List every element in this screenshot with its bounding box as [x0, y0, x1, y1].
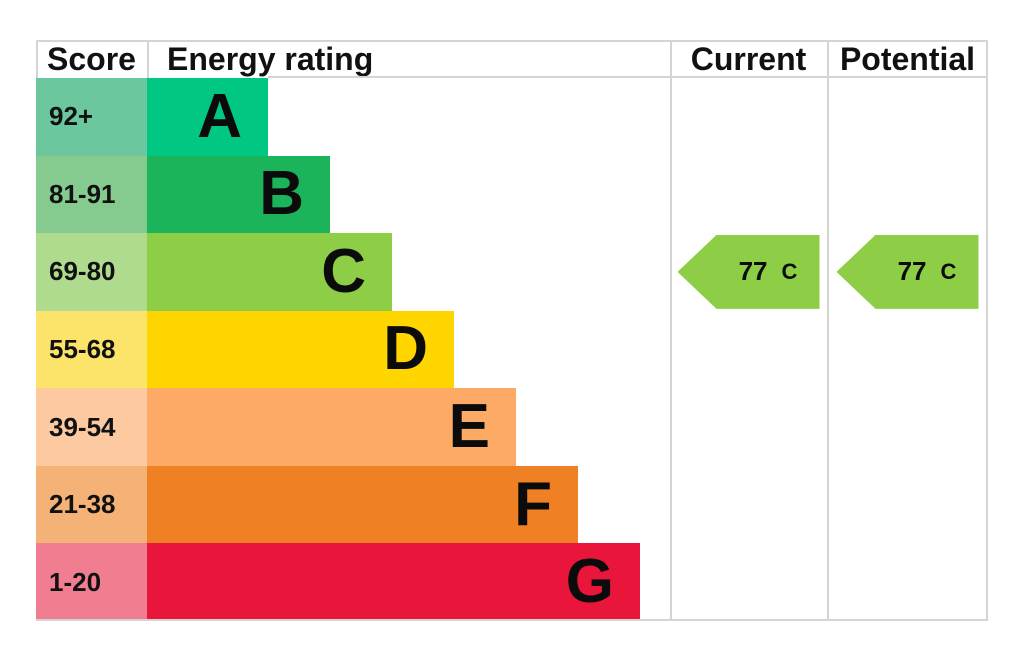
table-border-bottom [36, 619, 988, 621]
potential-column-border-left [827, 40, 829, 621]
band-letter-b: B [259, 159, 304, 229]
current-rating-band: C [781, 258, 798, 284]
table-border-top [36, 40, 988, 42]
score-range-f: 21-38 [36, 465, 147, 544]
score-range-c: 69-80 [36, 233, 147, 311]
energy-bar-row-a: A [147, 78, 670, 156]
current-rating-arrow: 77 C [677, 234, 820, 309]
energy-rating-header: Energy rating [167, 40, 374, 77]
band-letter-g: G [565, 547, 614, 617]
band-letter-f: F [514, 469, 552, 539]
potential-rating-arrow: 77 C [836, 234, 979, 309]
header-border-left [36, 40, 38, 78]
energy-bar-row-b: B [147, 155, 670, 234]
energy-bar-row-g: G [147, 543, 670, 621]
energy-bar-c: C [147, 233, 392, 311]
band-letter-e: E [448, 392, 490, 462]
energy-bar-row-e: E [147, 388, 670, 466]
score-range-g: 1-20 [36, 543, 147, 621]
energy-bar-row-d: D [147, 310, 670, 389]
potential-header: Potential [839, 40, 976, 77]
energy-bar-row-c: C [147, 233, 670, 311]
potential-rating-band: C [940, 258, 957, 284]
energy-bar-d: D [147, 310, 454, 389]
table-border-right [986, 40, 988, 621]
energy-bar-b: B [147, 155, 330, 234]
current-rating-value: 77 [738, 256, 768, 287]
band-letter-c: C [321, 236, 366, 306]
score-header-divider [147, 40, 149, 78]
band-letter-a: A [197, 81, 242, 151]
current-arrow-cell: 77 C [670, 233, 827, 311]
energy-bar-g: G [147, 543, 640, 621]
current-column-border-left [670, 40, 672, 621]
score-range-d: 55-68 [36, 310, 147, 389]
score-range-a: 92+ [36, 78, 147, 156]
energy-bar-a: A [147, 78, 268, 156]
current-header-underline [670, 76, 827, 78]
potential-rating-value: 77 [897, 256, 927, 287]
energy-bar-f: F [147, 465, 578, 544]
potential-arrow-cell: 77 C [827, 233, 988, 311]
potential-header-underline [827, 76, 988, 78]
score-range-b: 81-91 [36, 155, 147, 234]
score-range-e: 39-54 [36, 388, 147, 466]
score-header: Score [47, 40, 136, 77]
current-header: Current [690, 40, 807, 77]
energy-header-underline [268, 76, 670, 78]
energy-bar-e: E [147, 388, 516, 466]
energy-bar-row-f: F [147, 465, 670, 544]
band-letter-d: D [383, 314, 428, 384]
epc-table: Score Energy rating Current Potential 92… [36, 40, 988, 621]
